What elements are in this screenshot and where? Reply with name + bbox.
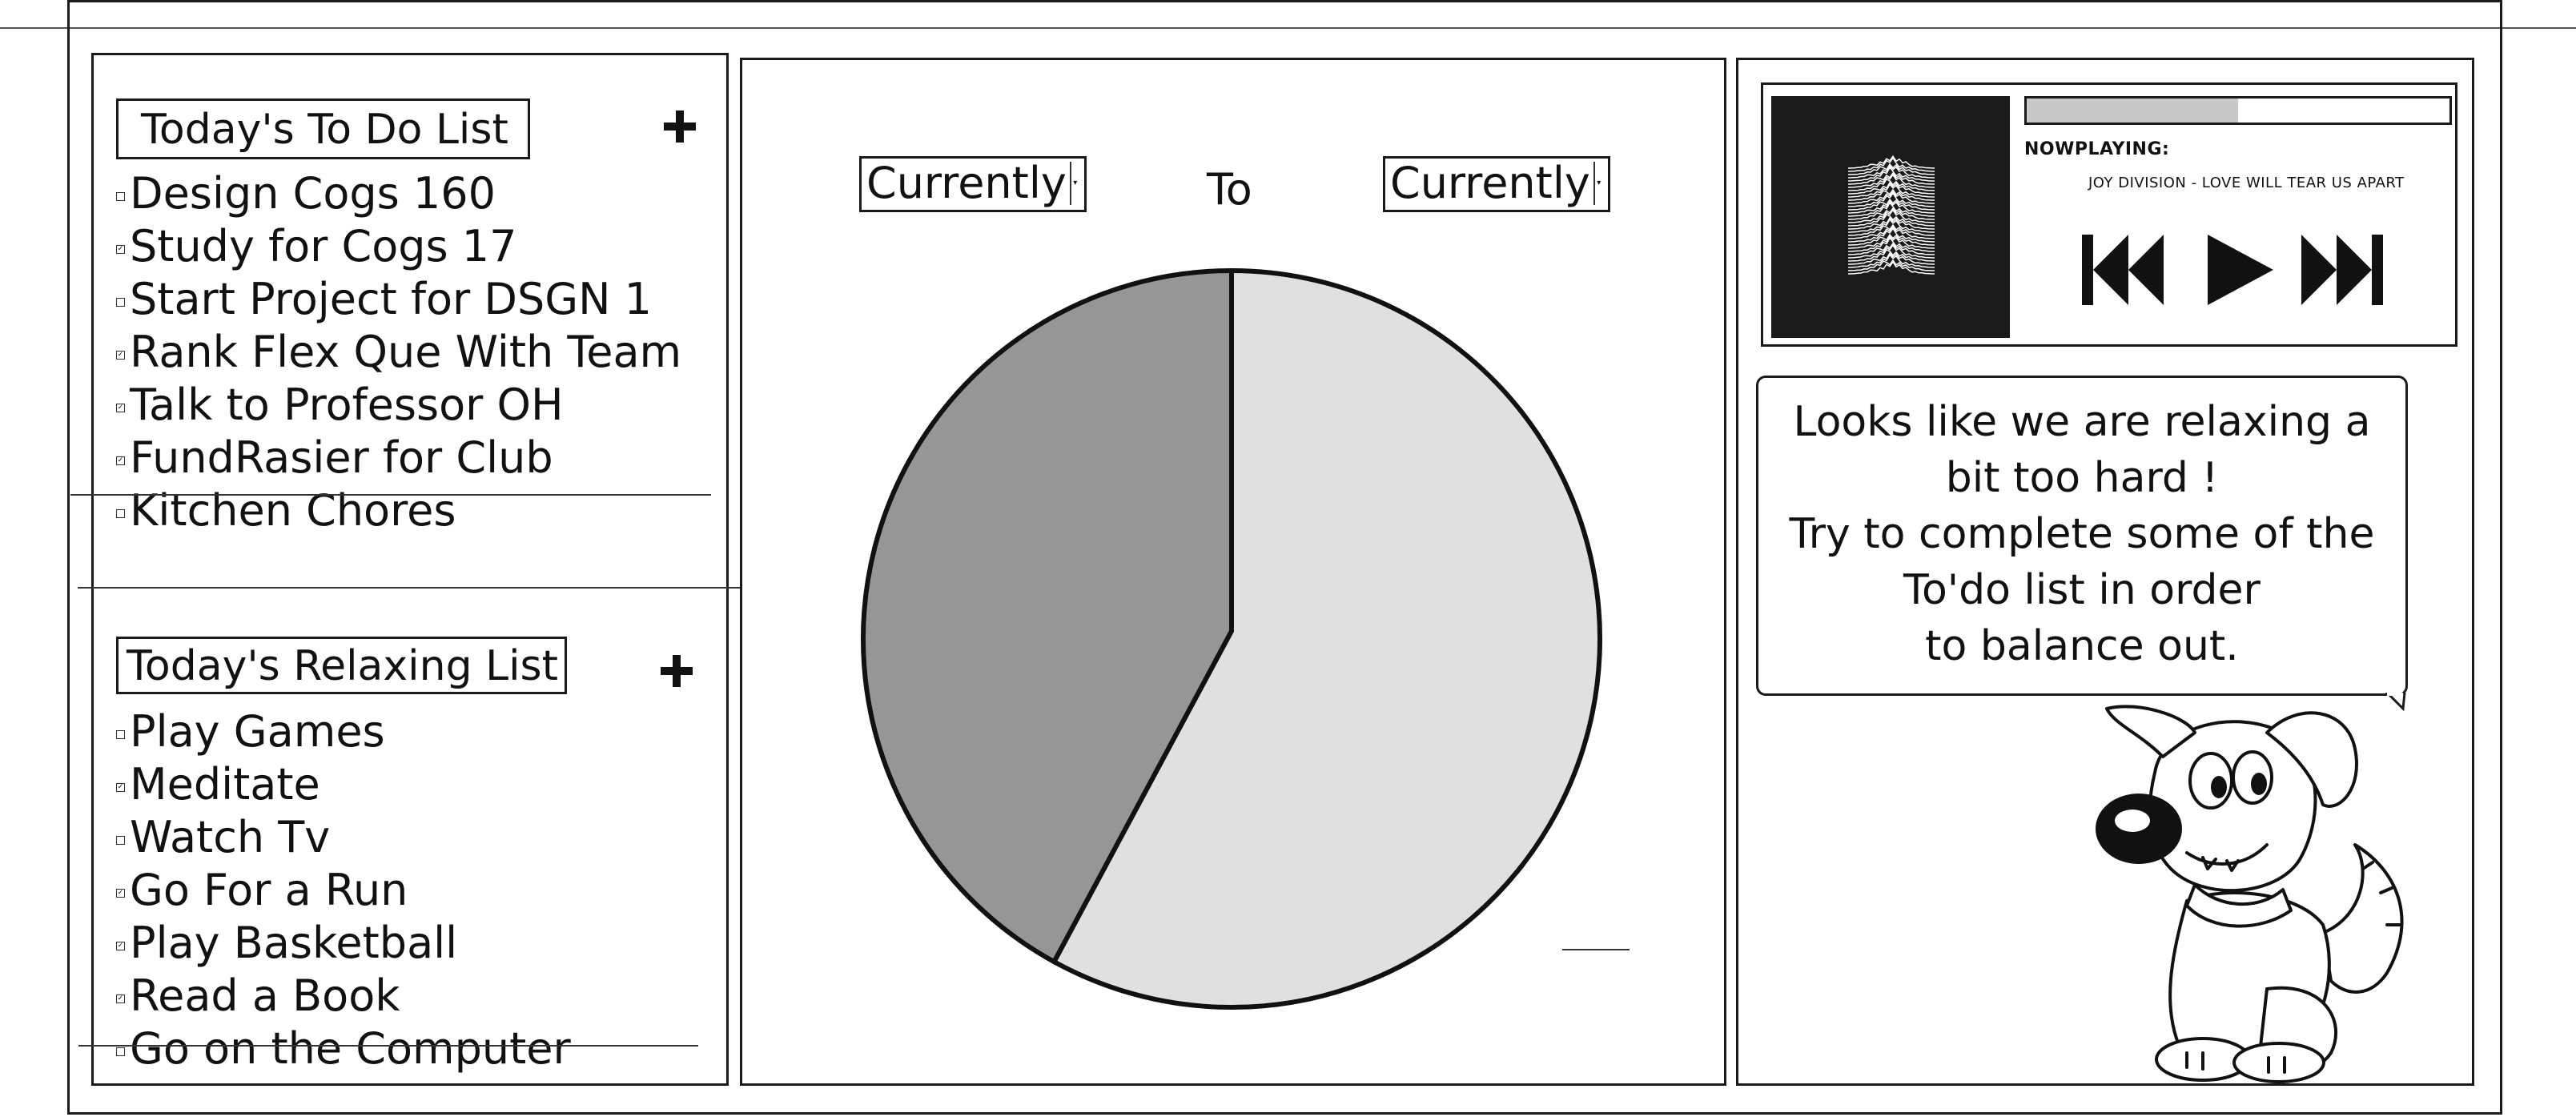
bubble-tail-icon — [2385, 693, 2406, 712]
album-art — [1771, 96, 2010, 338]
track-progress-bar[interactable] — [2024, 96, 2452, 125]
range-to-value: Currently — [1390, 158, 1590, 208]
checkbox-checked-icon[interactable]: ✓ — [116, 350, 125, 360]
next-track-button[interactable] — [2297, 226, 2388, 314]
section-divider — [78, 587, 782, 589]
track-title: JOY DIVISION - LOVE WILL TEAR US APART — [2088, 175, 2405, 191]
range-to-select[interactable]: Currently ▾ — [1383, 156, 1610, 212]
skip-back-icon — [2082, 235, 2164, 305]
list-item-label: Talk to Professor OH — [130, 380, 564, 430]
list-item-label: Kitchen Chores — [130, 485, 456, 536]
message-line: Try to complete some of the — [1789, 510, 2375, 558]
checkbox-icon[interactable] — [116, 1047, 125, 1056]
play-icon — [2208, 235, 2273, 305]
list-item-label: Study for Cogs 17 — [130, 221, 517, 271]
pie-slice-0 — [1051, 267, 1602, 1010]
list-item-label: Rank Flex Que With Team — [130, 327, 682, 377]
todo-list: Design Cogs 160 ✓ Study for Cogs 17 Start P… — [116, 167, 681, 537]
play-button[interactable] — [2200, 226, 2281, 314]
track-progress-fill — [2027, 98, 2238, 123]
list-item[interactable]: Start Project for DSGN 1 — [116, 273, 681, 326]
list-item[interactable]: ✓ Read a Book — [116, 970, 571, 1023]
list-item[interactable]: ✓ Play Basketball — [116, 917, 571, 970]
pie-slice-1 — [861, 267, 1234, 966]
list-item[interactable]: ✓ Meditate — [116, 758, 571, 811]
app-frame — [67, 0, 2502, 1115]
plus-icon — [664, 110, 696, 143]
list-item-label: Design Cogs 160 — [130, 168, 496, 219]
plus-icon — [661, 655, 693, 687]
prev-track-button[interactable] — [2077, 226, 2168, 314]
chart-panel: Currently ▾ To Currently ▾ — [740, 58, 1726, 1086]
lists-panel: Today's To Do List Design Cogs 160 ✓ Study… — [78, 53, 782, 1086]
list-item[interactable]: Watch Tv — [116, 811, 571, 864]
todo-strike-line — [70, 494, 711, 496]
checkbox-icon[interactable] — [116, 835, 125, 845]
list-item-label: Play Basketball — [130, 918, 458, 968]
list-item[interactable]: Play Games — [116, 705, 571, 758]
list-item[interactable]: ✓ Study for Cogs 17 — [116, 220, 681, 273]
checkbox-icon[interactable] — [116, 508, 125, 518]
message-line: Looks like we are relaxing a — [1793, 398, 2371, 446]
checkbox-icon[interactable] — [116, 729, 125, 739]
album-cover-waveform-icon — [1847, 155, 1935, 275]
message-line: to balance out. — [1925, 622, 2239, 670]
balance-pie-chart — [861, 267, 1602, 1010]
checkbox-icon[interactable] — [116, 297, 125, 307]
checkbox-icon[interactable] — [116, 191, 125, 201]
range-from-value: Currently — [866, 158, 1067, 208]
list-item[interactable]: Design Cogs 160 — [116, 167, 681, 220]
message-line: bit too hard ! — [1945, 454, 2219, 502]
list-item[interactable]: ✓ Rank Flex Que With Team — [116, 326, 681, 379]
list-item-label: Watch Tv — [130, 812, 331, 862]
list-item[interactable]: Go on the Computer — [116, 1023, 571, 1075]
relax-list: Play Games ✓ Meditate Watch Tv ✓ Go For a Run… — [116, 705, 571, 1075]
checkbox-checked-icon[interactable]: ✓ — [116, 941, 125, 950]
skip-forward-icon — [2301, 235, 2383, 305]
list-item[interactable]: ✓ FundRasier for Club — [116, 432, 681, 484]
range-from-select[interactable]: Currently ▾ — [859, 156, 1087, 212]
range-to-label: To — [1207, 164, 1252, 215]
relax-list-title: Today's Relaxing List — [116, 637, 568, 694]
list-item-label: FundRasier for Club — [130, 432, 553, 483]
checkbox-checked-icon[interactable]: ✓ — [116, 782, 125, 792]
todo-list-title: Today's To Do List — [116, 98, 530, 159]
checkbox-checked-icon[interactable]: ✓ — [116, 888, 125, 898]
now-playing-label: NOWPLAYING: — [2024, 139, 2170, 159]
chart-tick-mark — [1562, 949, 1630, 950]
relax-strike-line — [78, 1045, 698, 1047]
add-relax-button[interactable] — [659, 640, 694, 697]
add-todo-button[interactable] — [662, 95, 697, 153]
list-item[interactable]: Kitchen Chores — [116, 484, 681, 537]
top-rule — [0, 27, 2576, 29]
music-player: NOWPLAYING: JOY DIVISION - LOVE WILL TEA… — [1761, 82, 2457, 347]
checkbox-checked-icon[interactable]: ✓ — [116, 994, 125, 1003]
checkbox-checked-icon[interactable]: ✓ — [116, 456, 125, 465]
list-item-label: Read a Book — [130, 970, 400, 1021]
checkbox-checked-icon[interactable]: ✓ — [116, 244, 125, 254]
right-panel: NOWPLAYING: JOY DIVISION - LOVE WILL TEA… — [1736, 58, 2474, 1086]
list-item-label: Meditate — [130, 759, 320, 810]
puppy-mascot-icon — [2096, 705, 2404, 1083]
message-line: To'do list in order — [1903, 566, 2261, 614]
list-item[interactable]: ✓ Go For a Run — [116, 864, 571, 917]
checkbox-checked-icon[interactable]: ✓ — [116, 403, 125, 412]
list-item-label: Go For a Run — [130, 865, 408, 915]
balance-message-bubble: Looks like we are relaxing a bit too hard… — [1756, 376, 2408, 696]
list-item-label: Play Games — [130, 706, 385, 757]
chevron-down-icon: ▾ — [1593, 162, 1603, 205]
list-item-label: Start Project for DSGN 1 — [130, 274, 653, 324]
chevron-down-icon: ▾ — [1069, 162, 1079, 205]
list-item-label: Go on the Computer — [130, 1023, 571, 1074]
list-item[interactable]: ✓ Talk to Professor OH — [116, 379, 681, 432]
